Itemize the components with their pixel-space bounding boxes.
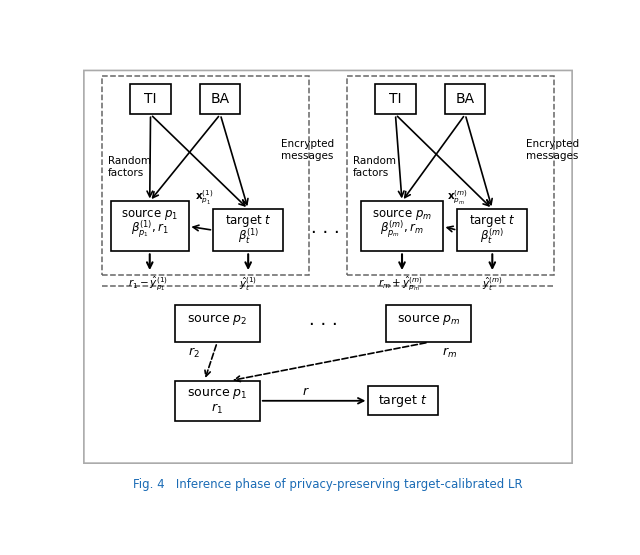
Text: . . .: . . . [308,311,337,329]
Bar [347,76,554,275]
Text: $r_1$: $r_1$ [211,401,223,416]
Bar [102,76,309,275]
Text: $r_m$: $r_m$ [442,346,458,360]
Bar [213,209,283,251]
Text: source $p_1$: source $p_1$ [121,207,178,222]
Text: source $p_m$: source $p_m$ [372,207,432,222]
Bar [200,84,241,114]
Text: TI: TI [389,92,402,106]
Text: $r$: $r$ [303,385,310,398]
Bar [375,84,415,114]
Text: $\beta_{p_m}^{(m)}, r_m$: $\beta_{p_m}^{(m)}, r_m$ [380,219,424,240]
Text: Encrypted
messages: Encrypted messages [525,139,579,160]
Bar [458,209,527,251]
Text: $\mathbf{x}_{p_1}^{(1)}$: $\mathbf{x}_{p_1}^{(1)}$ [195,189,213,206]
Bar [368,386,438,415]
Text: $\mathbf{x}_{p_m}^{(m)}$: $\mathbf{x}_{p_m}^{(m)}$ [447,189,467,206]
Bar [111,201,189,251]
Bar [386,305,472,342]
Text: Random
factors: Random factors [108,156,151,178]
Text: $\beta_{p_1}^{(1)}, r_1$: $\beta_{p_1}^{(1)}, r_1$ [131,219,168,240]
Text: BA: BA [211,92,230,106]
Text: source $p_1$: source $p_1$ [187,386,248,401]
Text: . . .: . . . [310,219,339,238]
Text: $r_1 - \hat{y}_{p_1}^{(1)}$: $r_1 - \hat{y}_{p_1}^{(1)}$ [128,275,168,293]
Text: target $t$: target $t$ [225,213,271,229]
Text: $\hat{y}_t^{(1)}$: $\hat{y}_t^{(1)}$ [239,275,257,292]
Text: Fig. 4   Inference phase of privacy-preserving target-calibrated LR: Fig. 4 Inference phase of privacy-preser… [133,478,523,491]
Text: target $t$: target $t$ [469,213,516,229]
Bar [175,305,260,342]
Text: $r_2$: $r_2$ [189,346,200,360]
Bar [131,84,171,114]
Text: Random
factors: Random factors [353,156,396,178]
Bar [175,381,260,421]
Bar [362,201,443,251]
Text: target $t$: target $t$ [378,393,428,409]
Text: Encrypted
messages: Encrypted messages [282,139,335,160]
Text: source $p_m$: source $p_m$ [397,312,461,327]
Text: $\beta_t^{(1)}$: $\beta_t^{(1)}$ [237,226,259,246]
Text: $\beta_t^{(m)}$: $\beta_t^{(m)}$ [480,226,504,246]
Text: $r_m + \hat{y}_{p_m}^{(m)}$: $r_m + \hat{y}_{p_m}^{(m)}$ [378,275,423,293]
Text: BA: BA [456,92,475,106]
Bar [445,84,485,114]
FancyBboxPatch shape [84,70,572,463]
Text: source $p_2$: source $p_2$ [187,312,247,327]
Text: $\hat{y}_t^{(m)}$: $\hat{y}_t^{(m)}$ [482,275,502,292]
Text: TI: TI [144,92,157,106]
